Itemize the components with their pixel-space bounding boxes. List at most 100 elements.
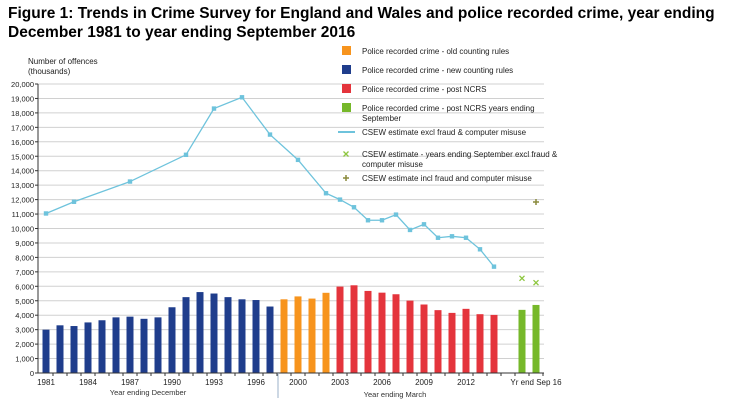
y-tick-label: 2,000 bbox=[15, 340, 34, 349]
csew-point bbox=[127, 179, 133, 184]
csew-point bbox=[449, 234, 455, 239]
csew-point bbox=[365, 218, 371, 223]
y-tick-label: 17,000 bbox=[11, 123, 34, 132]
bar bbox=[252, 300, 260, 373]
csew-point bbox=[477, 247, 483, 252]
csew-point bbox=[407, 227, 413, 233]
y-tick-label: 14,000 bbox=[11, 167, 34, 176]
bar bbox=[434, 310, 442, 373]
bar bbox=[490, 314, 498, 373]
bar bbox=[336, 286, 344, 373]
chart-title: Figure 1: Trends in Crime Survey for Eng… bbox=[8, 5, 715, 41]
x-marker bbox=[519, 275, 525, 282]
csew-point bbox=[239, 95, 245, 100]
bar bbox=[420, 304, 428, 373]
y-tick-label: 15,000 bbox=[11, 152, 34, 161]
bar bbox=[280, 299, 288, 373]
y-axis-label: (thousands) bbox=[28, 67, 71, 76]
bar bbox=[266, 306, 274, 373]
x-tick-label: 1987 bbox=[121, 378, 139, 387]
bar bbox=[462, 308, 470, 373]
bar bbox=[168, 307, 176, 373]
x-group-label: Year ending December bbox=[110, 388, 187, 397]
bar bbox=[532, 304, 540, 373]
y-tick-label: 19,000 bbox=[11, 94, 34, 103]
legend-swatch bbox=[342, 65, 351, 74]
bar bbox=[140, 318, 148, 373]
legend-swatch bbox=[342, 84, 351, 93]
legend-swatch bbox=[342, 46, 351, 55]
x-marker bbox=[533, 279, 539, 286]
csew-point bbox=[71, 199, 77, 204]
y-tick-label: 1,000 bbox=[15, 355, 34, 364]
bar bbox=[154, 317, 162, 373]
x-tick-label: 1993 bbox=[205, 378, 223, 387]
bar bbox=[182, 297, 190, 373]
csew-point bbox=[351, 205, 357, 210]
plus-marker bbox=[533, 199, 539, 206]
bar bbox=[126, 316, 134, 373]
legend-label: Police recorded crime - post NCRS years … bbox=[362, 104, 535, 123]
bar bbox=[210, 293, 218, 373]
x-tick-label: 1984 bbox=[79, 378, 97, 387]
bar bbox=[392, 294, 400, 373]
y-tick-label: 5,000 bbox=[15, 297, 34, 306]
y-tick-label: 6,000 bbox=[15, 282, 34, 291]
csew-point bbox=[379, 218, 385, 223]
bar bbox=[84, 322, 92, 373]
csew-point bbox=[183, 152, 189, 158]
x-tick-label: 2003 bbox=[331, 378, 349, 387]
csew-point bbox=[295, 157, 301, 163]
y-axis-label: Number of offences bbox=[28, 57, 98, 66]
bar bbox=[196, 292, 204, 373]
y-tick-label: 3,000 bbox=[15, 326, 34, 335]
bar bbox=[364, 290, 372, 373]
csew-point bbox=[323, 191, 329, 196]
csew-point bbox=[337, 197, 343, 202]
legend-swatch bbox=[343, 175, 349, 181]
y-tick-label: 9,000 bbox=[15, 239, 34, 248]
bar bbox=[322, 292, 330, 373]
x-tick-label: 1996 bbox=[247, 378, 265, 387]
csew-point bbox=[463, 235, 469, 240]
bar bbox=[98, 320, 106, 373]
legend-label: CSEW estimate incl fraud and computer mi… bbox=[362, 174, 532, 183]
y-tick-label: 18,000 bbox=[11, 109, 34, 118]
y-tick-label: 11,000 bbox=[12, 210, 34, 219]
bar bbox=[406, 300, 414, 373]
y-tick-label: 13,000 bbox=[11, 181, 34, 190]
y-tick-label: 10,000 bbox=[11, 225, 34, 234]
y-tick-label: 12,000 bbox=[11, 196, 34, 205]
bar bbox=[476, 314, 484, 373]
legend-swatch bbox=[343, 151, 349, 157]
bar bbox=[350, 285, 358, 373]
x-tick-label: Yr end Sep 16 bbox=[510, 378, 562, 387]
csew-point bbox=[491, 264, 497, 269]
y-tick-label: 4,000 bbox=[15, 311, 34, 320]
bar bbox=[70, 326, 78, 373]
x-tick-label: 1981 bbox=[37, 378, 55, 387]
legend-label: Police recorded crime - old counting rul… bbox=[362, 47, 509, 56]
legend-label: Police recorded crime - new counting rul… bbox=[362, 66, 513, 75]
csew-point bbox=[267, 132, 273, 137]
y-tick-label: 7,000 bbox=[15, 268, 34, 277]
x-tick-label: 2009 bbox=[415, 378, 433, 387]
y-tick-label: 0 bbox=[30, 369, 34, 378]
y-tick-label: 8,000 bbox=[15, 253, 34, 262]
y-tick-label: 20,000 bbox=[11, 80, 34, 89]
x-tick-label: 1990 bbox=[163, 378, 181, 387]
bar bbox=[378, 292, 386, 373]
x-tick-label: 2000 bbox=[289, 378, 307, 387]
bar bbox=[518, 309, 526, 373]
csew-point bbox=[393, 212, 399, 217]
bar bbox=[42, 329, 50, 373]
csew-point bbox=[435, 235, 441, 240]
bar bbox=[238, 299, 246, 373]
bar bbox=[308, 298, 316, 373]
y-tick-label: 16,000 bbox=[11, 138, 34, 147]
bar bbox=[56, 325, 64, 373]
legend-label: Police recorded crime - post NCRS bbox=[362, 85, 486, 94]
bar bbox=[294, 296, 302, 373]
x-tick-label: 2012 bbox=[457, 378, 475, 387]
